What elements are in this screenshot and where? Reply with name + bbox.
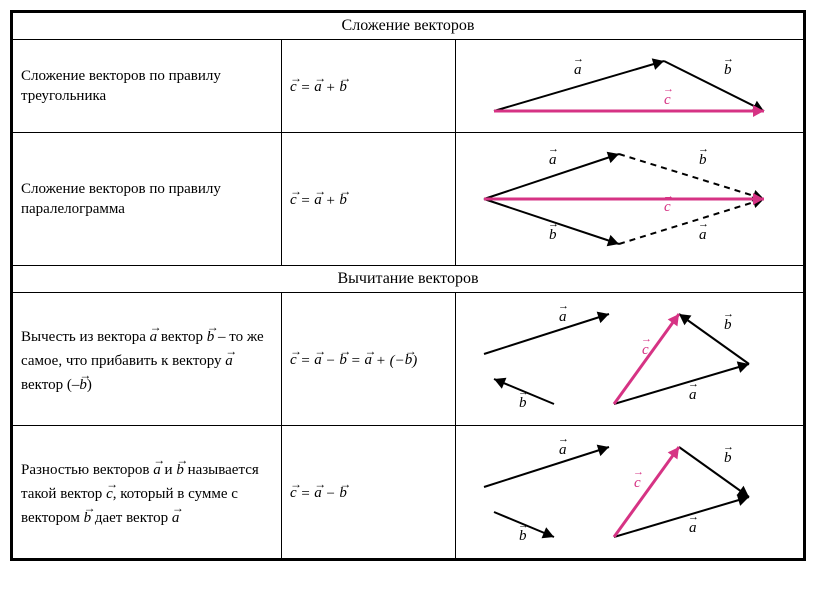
svg-text:→: →: [663, 190, 674, 202]
row-parallelogram: Сложение векторов по правилу паралелогра…: [13, 133, 804, 266]
svg-text:→: →: [633, 466, 644, 478]
svg-sub1: a→b→a→b→c→: [464, 299, 784, 419]
svg-text:→: →: [698, 143, 709, 155]
figure-triangle: a→b→c→: [455, 40, 803, 133]
vector-table-container: Сложение векторов Сложение векторов по п…: [10, 10, 806, 561]
svg-text:→: →: [698, 218, 709, 230]
vector-table: Сложение векторов Сложение векторов по п…: [12, 12, 804, 559]
desc-parallelogram: Сложение векторов по правилу паралелогра…: [13, 133, 282, 266]
header-subtraction: Вычитание векторов: [13, 266, 804, 293]
figure-sub1: a→b→a→b→c→: [455, 293, 803, 426]
formula-sub2: c = a − b: [281, 426, 455, 559]
svg-text:→: →: [558, 433, 569, 445]
desc-sub2: Разностью векторов a и b называется тако…: [13, 426, 282, 559]
svg-parallelogram: a→b→b→a→c→: [464, 139, 784, 259]
row-sub1: Вычесть из вектора a вектор b – то же са…: [13, 293, 804, 426]
desc-triangle: Сложение векторов по правилу треугольник…: [13, 40, 282, 133]
svg-text:→: →: [548, 218, 559, 230]
svg-text:→: →: [518, 386, 529, 398]
desc-sub1: Вычесть из вектора a вектор b – то же са…: [13, 293, 282, 426]
formula-sub1: c = a − b = a + (−b): [281, 293, 455, 426]
svg-text:→: →: [688, 378, 699, 390]
formula-parallelogram: c = a + b: [281, 133, 455, 266]
svg-text:→: →: [573, 53, 584, 65]
svg-triangle: a→b→c→: [464, 46, 784, 126]
svg-sub2: a→b→a→b→c→: [464, 432, 784, 552]
svg-text:→: →: [548, 143, 559, 155]
svg-text:→: →: [723, 441, 734, 453]
svg-text:→: →: [688, 511, 699, 523]
header-addition: Сложение векторов: [13, 13, 804, 40]
svg-text:→: →: [518, 519, 529, 531]
svg-text:→: →: [663, 83, 674, 95]
row-sub2: Разностью векторов a и b называется тако…: [13, 426, 804, 559]
svg-text:→: →: [641, 333, 652, 345]
svg-text:→: →: [723, 53, 734, 65]
svg-text:→: →: [723, 308, 734, 320]
svg-text:→: →: [558, 300, 569, 312]
figure-parallelogram: a→b→b→a→c→: [455, 133, 803, 266]
row-triangle: Сложение векторов по правилу треугольник…: [13, 40, 804, 133]
formula-triangle: c = a + b: [281, 40, 455, 133]
figure-sub2: a→b→a→b→c→: [455, 426, 803, 559]
